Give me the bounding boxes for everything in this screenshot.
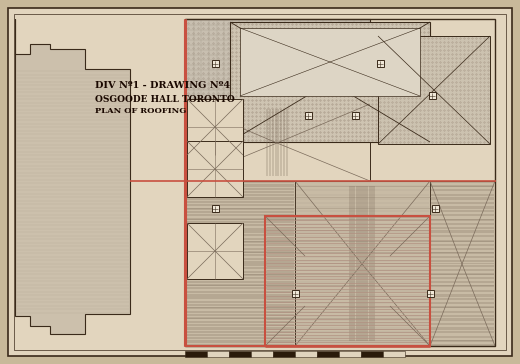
Bar <box>187 223 243 279</box>
Bar <box>185 104 370 181</box>
Bar <box>212 205 219 212</box>
Bar <box>187 99 243 155</box>
Bar <box>295 181 430 346</box>
Bar <box>265 216 430 346</box>
Bar <box>230 22 430 142</box>
Bar <box>352 112 359 119</box>
Bar <box>339 351 361 357</box>
Bar <box>185 19 495 346</box>
Bar <box>383 351 405 357</box>
Bar <box>212 60 219 67</box>
Bar <box>251 351 273 357</box>
Bar <box>432 205 439 212</box>
Bar <box>377 60 384 67</box>
Bar <box>429 92 436 99</box>
Text: PLAN OF ROOFING: PLAN OF ROOFING <box>95 107 186 115</box>
Bar <box>240 28 420 96</box>
Bar <box>361 351 383 357</box>
Bar <box>187 141 243 197</box>
Bar <box>295 351 317 357</box>
Bar <box>185 181 295 346</box>
Bar <box>378 36 490 144</box>
Bar <box>292 290 299 297</box>
Bar <box>207 351 229 357</box>
Bar <box>427 290 434 297</box>
Bar <box>430 181 495 346</box>
Bar <box>317 351 339 357</box>
Bar <box>185 351 207 357</box>
Bar <box>273 351 295 357</box>
Bar <box>305 112 312 119</box>
Bar <box>229 351 251 357</box>
Polygon shape <box>15 19 130 334</box>
Bar <box>185 19 370 106</box>
Text: OSGOODE HALL TORONTO: OSGOODE HALL TORONTO <box>95 95 235 103</box>
Text: DIV Nº1 - DRAWING Nº4: DIV Nº1 - DRAWING Nº4 <box>95 82 230 91</box>
